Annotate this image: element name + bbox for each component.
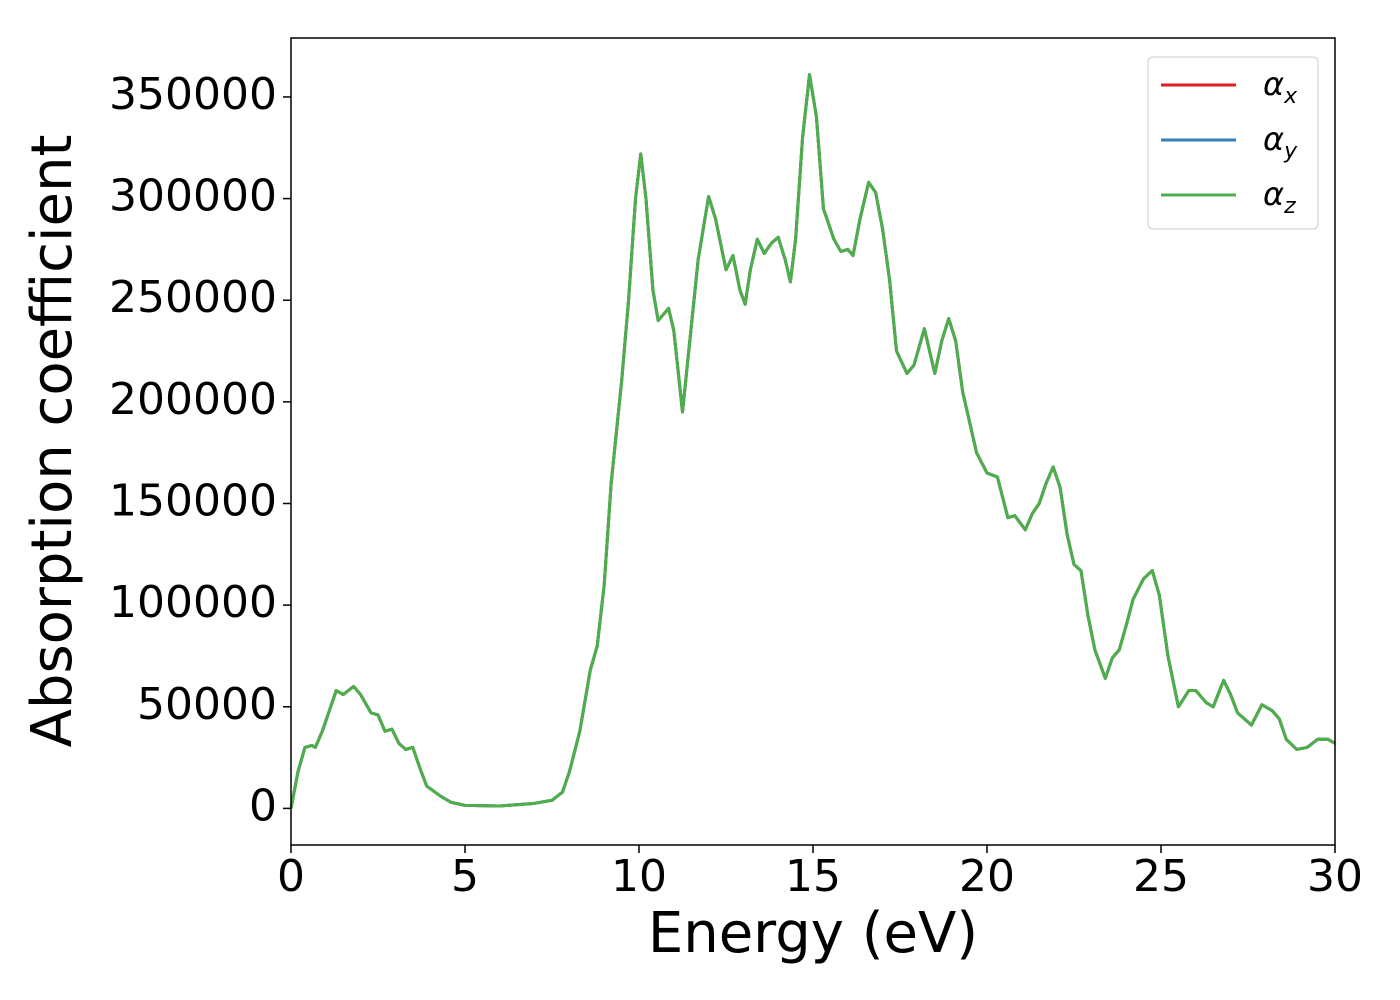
y-tick-label: 0 <box>249 780 277 831</box>
x-tick-label: 25 <box>1133 851 1189 902</box>
x-tick-label: 30 <box>1307 851 1363 902</box>
x-tick-label: 15 <box>785 851 841 902</box>
y-tick-label: 100000 <box>109 577 277 628</box>
x-tick-label: 5 <box>451 851 479 902</box>
legend-label: αx <box>1263 65 1298 109</box>
legend-box <box>1147 56 1319 230</box>
x-tick-label: 0 <box>277 851 305 902</box>
x-axis-label: Energy (eV) <box>648 901 978 966</box>
x-tick-label: 20 <box>959 851 1015 902</box>
y-tick-label: 250000 <box>109 272 277 323</box>
plot-frame <box>290 37 1336 846</box>
y-axis-label: Absorption coefficient <box>20 135 85 748</box>
series-line <box>289 73 1336 809</box>
y-tick-label: 50000 <box>137 679 277 730</box>
y-tick-label: 350000 <box>109 69 277 120</box>
x-tick-label: 10 <box>611 851 667 902</box>
legend-label: αy <box>1263 120 1298 164</box>
y-tick-label: 200000 <box>109 374 277 425</box>
y-tick-label: 150000 <box>109 475 277 526</box>
legend-label: αz <box>1263 175 1296 219</box>
y-tick-label: 300000 <box>109 171 277 222</box>
